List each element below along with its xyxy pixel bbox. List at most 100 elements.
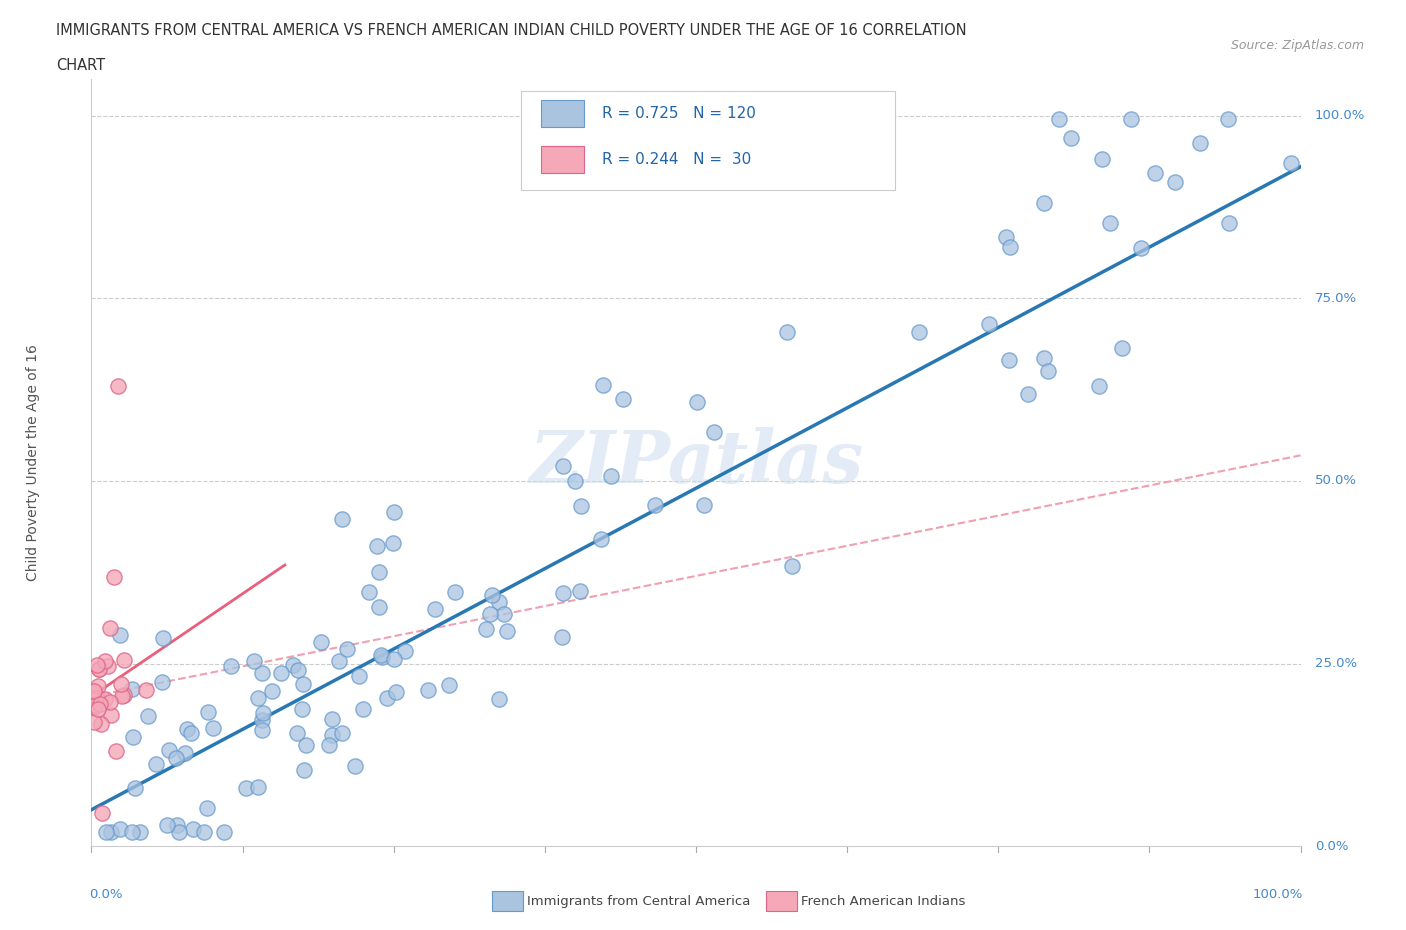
Text: Source: ZipAtlas.com: Source: ZipAtlas.com xyxy=(1230,39,1364,52)
Point xyxy=(195,801,218,816)
Point xyxy=(1017,386,1039,401)
Point xyxy=(366,538,388,553)
Point xyxy=(252,712,274,727)
Point xyxy=(152,631,174,645)
Point xyxy=(121,824,143,839)
Point xyxy=(107,379,129,393)
Point xyxy=(87,661,110,676)
Point xyxy=(98,621,121,636)
Bar xyxy=(541,146,583,173)
Point xyxy=(1279,156,1302,171)
Point xyxy=(553,586,575,601)
Point xyxy=(336,642,359,657)
Point xyxy=(1163,174,1185,189)
Point xyxy=(260,684,283,698)
Text: CHART: CHART xyxy=(56,58,105,73)
Point xyxy=(328,654,350,669)
Point xyxy=(235,780,257,795)
Text: Child Poverty Under the Age of 16: Child Poverty Under the Age of 16 xyxy=(27,344,41,581)
Point xyxy=(780,558,803,573)
Point xyxy=(270,666,292,681)
Point xyxy=(1216,112,1239,126)
Point xyxy=(853,112,876,126)
Point xyxy=(94,654,117,669)
Point xyxy=(89,697,111,711)
Point xyxy=(252,666,274,681)
Point xyxy=(94,824,117,839)
Point xyxy=(174,746,197,761)
Point xyxy=(201,721,224,736)
Point xyxy=(128,824,150,839)
Bar xyxy=(541,100,583,126)
Point xyxy=(644,498,666,512)
Point xyxy=(1033,195,1056,210)
Point xyxy=(111,897,132,912)
Point xyxy=(488,691,510,706)
Point xyxy=(330,725,353,740)
Point xyxy=(136,709,159,724)
Point xyxy=(135,683,157,698)
Point xyxy=(1121,112,1143,126)
Point xyxy=(246,690,269,705)
Point xyxy=(87,679,110,694)
Point xyxy=(370,647,392,662)
Point xyxy=(478,606,501,621)
Point xyxy=(551,458,574,473)
Point xyxy=(122,730,145,745)
Point xyxy=(103,570,125,585)
Point xyxy=(83,684,105,698)
Point xyxy=(416,683,439,698)
Point xyxy=(197,704,219,719)
Point xyxy=(100,708,122,723)
Point xyxy=(100,695,122,710)
Point xyxy=(994,230,1017,245)
Text: R = 0.725   N = 120: R = 0.725 N = 120 xyxy=(602,106,755,121)
Point xyxy=(97,658,120,673)
Point xyxy=(437,678,460,693)
Point xyxy=(551,630,574,644)
Point xyxy=(592,378,614,392)
Point xyxy=(600,468,623,483)
Point xyxy=(686,394,709,409)
Point xyxy=(291,702,314,717)
Point xyxy=(330,512,353,526)
Point xyxy=(121,682,143,697)
Point xyxy=(367,599,389,614)
Point xyxy=(309,634,332,649)
Point xyxy=(703,424,725,439)
Text: Immigrants from Central America: Immigrants from Central America xyxy=(527,895,751,908)
Point xyxy=(156,817,179,832)
Point xyxy=(612,392,634,406)
Text: 100.0%: 100.0% xyxy=(1253,888,1303,901)
Point xyxy=(281,658,304,672)
Point xyxy=(287,663,309,678)
Point xyxy=(111,689,134,704)
Point xyxy=(246,779,269,794)
Point xyxy=(212,824,235,839)
Point xyxy=(165,751,187,765)
Point xyxy=(375,691,398,706)
Text: R = 0.244   N =  30: R = 0.244 N = 30 xyxy=(602,152,751,166)
Point xyxy=(180,725,202,740)
Text: French American Indians: French American Indians xyxy=(801,895,966,908)
Point xyxy=(100,824,122,839)
Point xyxy=(475,622,498,637)
Point xyxy=(1189,135,1212,150)
Point xyxy=(589,531,612,546)
Point xyxy=(568,584,591,599)
Point xyxy=(349,668,371,683)
Point xyxy=(112,688,135,703)
Point xyxy=(295,737,318,752)
Point xyxy=(108,627,131,642)
Text: IMMIGRANTS FROM CENTRAL AMERICA VS FRENCH AMERICAN INDIAN CHILD POVERTY UNDER TH: IMMIGRANTS FROM CENTRAL AMERICA VS FRENC… xyxy=(56,23,967,38)
FancyBboxPatch shape xyxy=(520,90,896,191)
Point xyxy=(292,676,315,691)
Point xyxy=(193,824,215,839)
Point xyxy=(86,690,108,705)
Point xyxy=(243,653,266,668)
Point xyxy=(150,674,173,689)
Point xyxy=(344,758,367,773)
Point xyxy=(83,684,105,698)
Point xyxy=(250,723,273,737)
Point xyxy=(1130,241,1153,256)
